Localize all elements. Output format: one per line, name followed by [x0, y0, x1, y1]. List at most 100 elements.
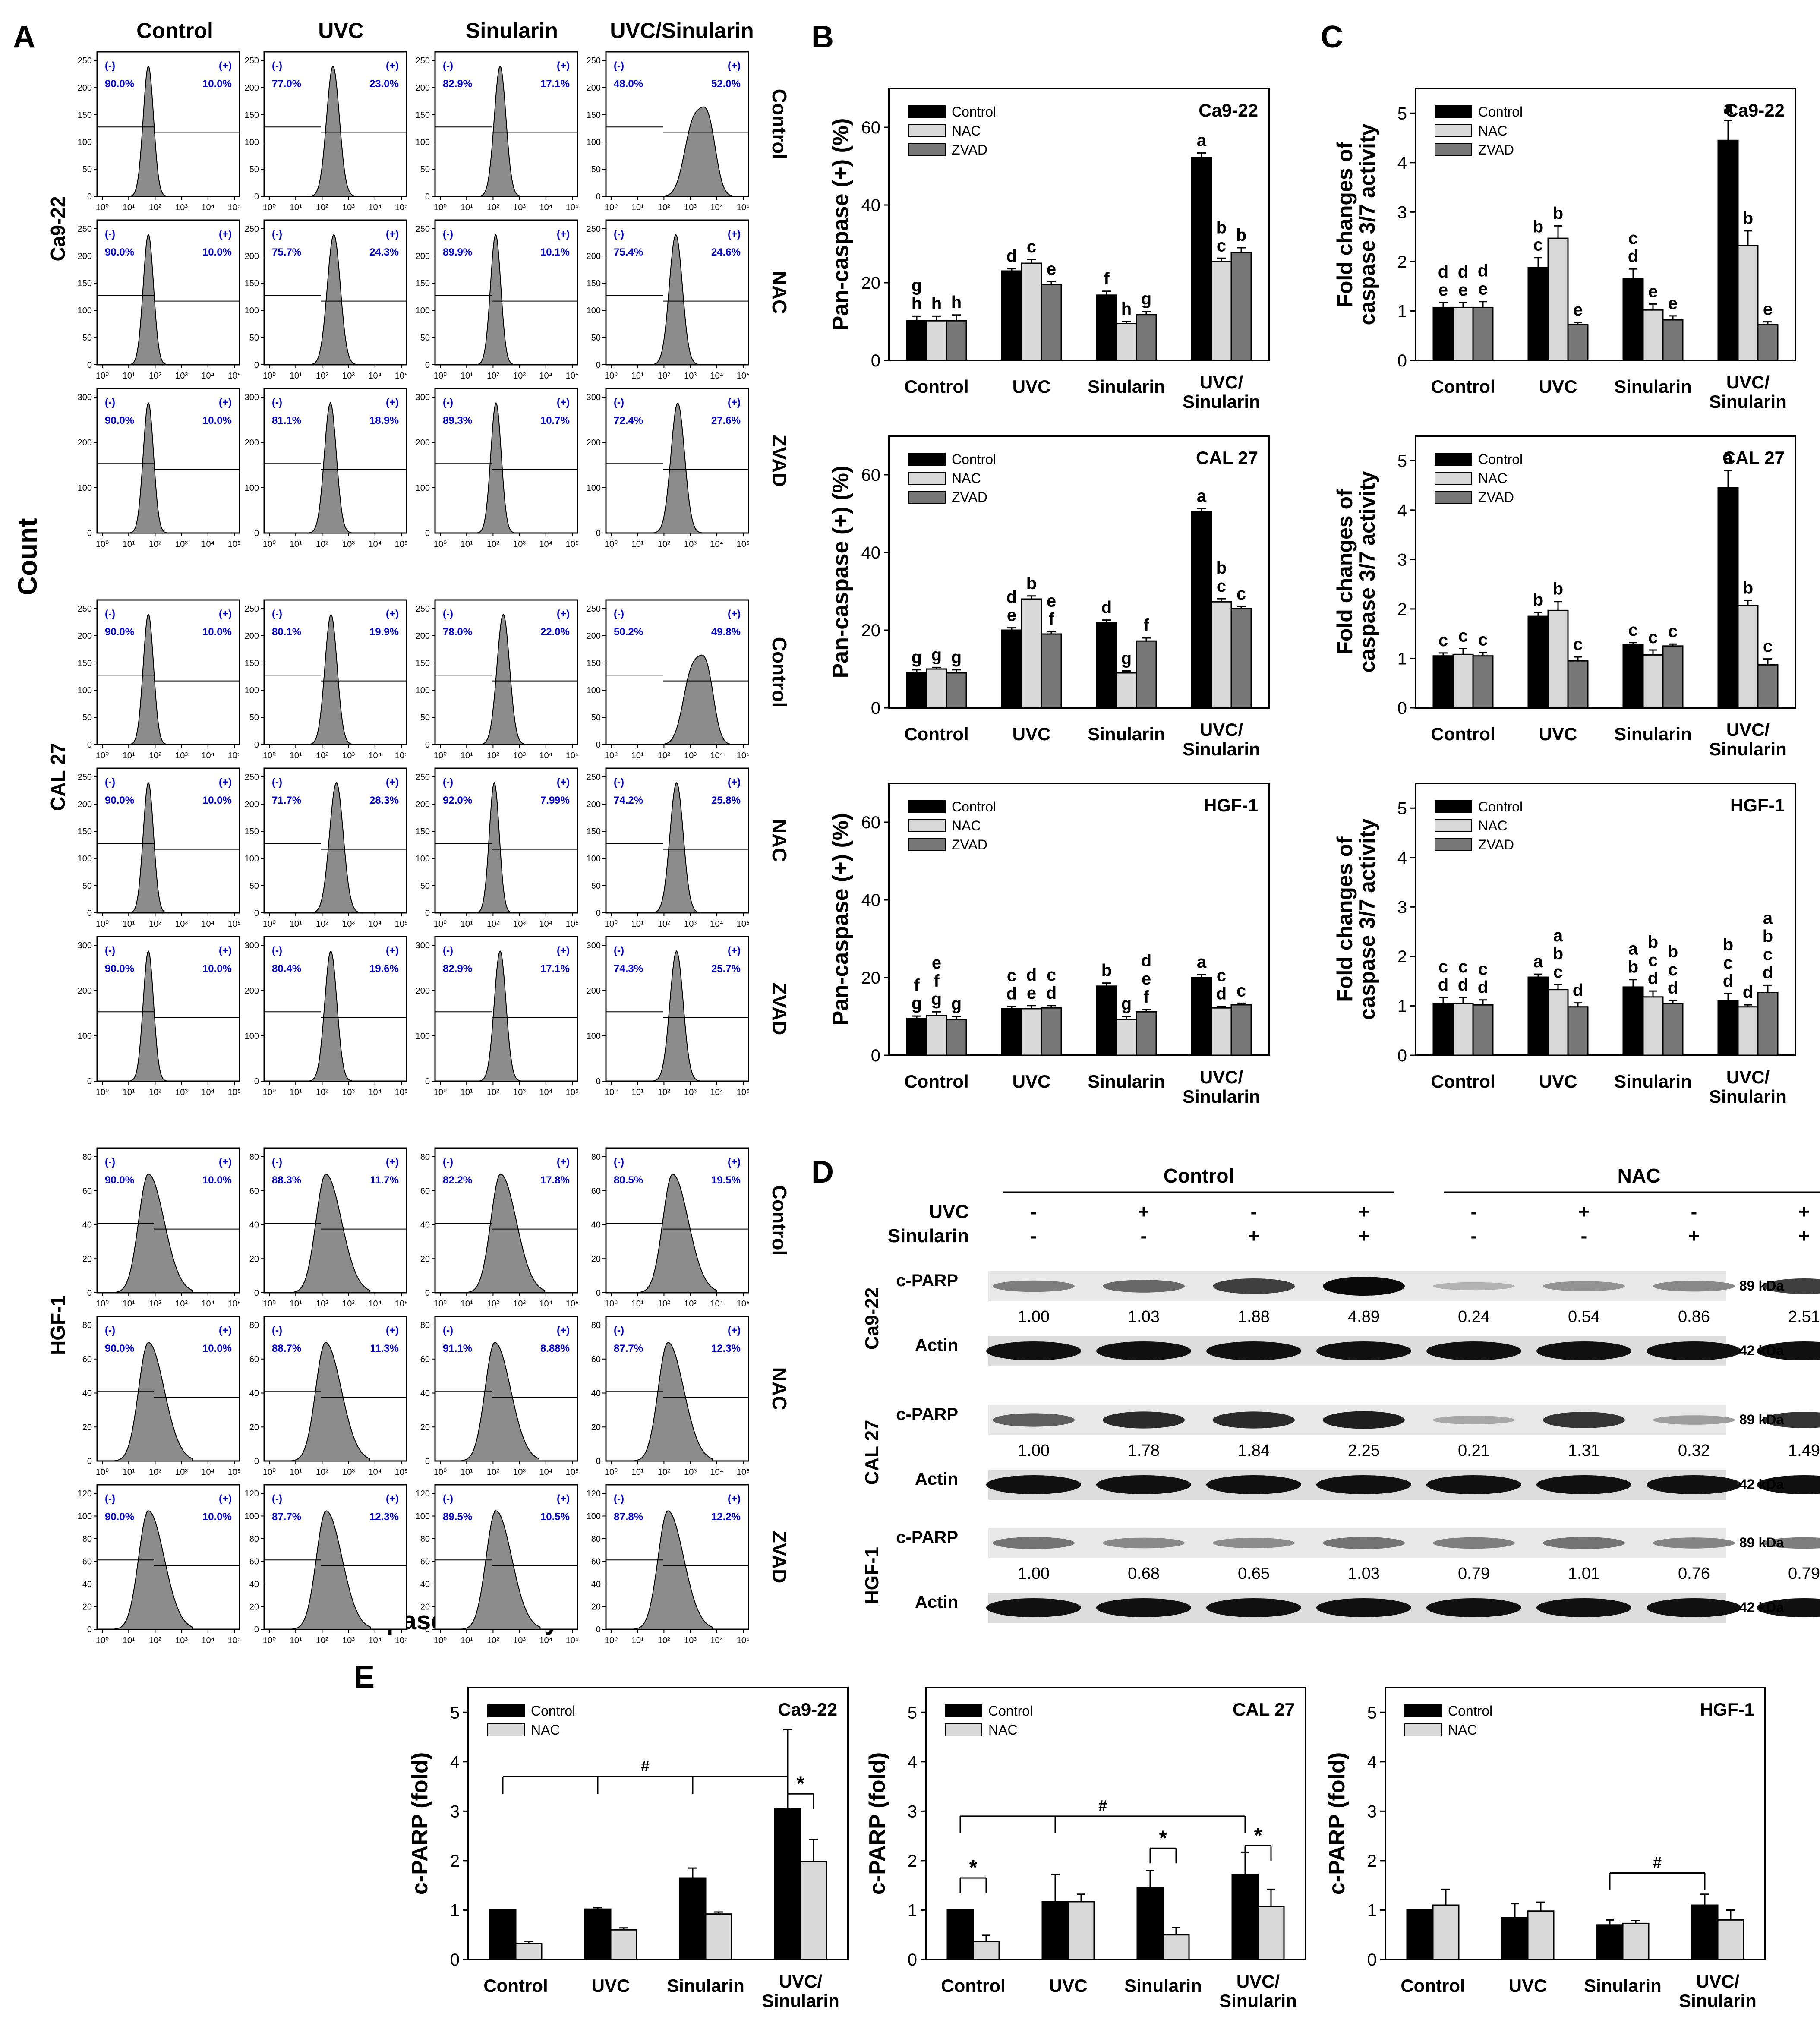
- significance-letter: d: [1763, 963, 1773, 982]
- significance-letter: e: [1763, 300, 1773, 319]
- chart-title: HGF-1: [1204, 795, 1258, 815]
- significance-letter: d: [1478, 978, 1488, 997]
- cparp-band: [1543, 1281, 1625, 1291]
- histogram-plot: 250 200 150 100 50 0 10⁰ 10¹ 10² 10³ 10⁴ 10⁵ (-) (+) 9…: [78, 767, 241, 929]
- actin-band: [1426, 1598, 1521, 1617]
- y-tick-label: 100: [416, 854, 430, 864]
- significance-letter: e: [1458, 281, 1468, 300]
- histogram-curve: [647, 950, 707, 1082]
- bar: [946, 320, 967, 361]
- y-tick-label: 250: [416, 224, 430, 234]
- x-tick-label: 10²: [149, 1088, 161, 1097]
- legend-label: ZVAD: [1478, 489, 1514, 505]
- legend-label: NAC: [1478, 123, 1508, 139]
- band-ratio: 0.54: [1568, 1308, 1600, 1326]
- y-tick-label: 100: [587, 854, 601, 864]
- y-tick-label: 20: [82, 1254, 92, 1264]
- y-tick-label: 0: [425, 740, 430, 750]
- pos-label: (+): [386, 397, 399, 408]
- x-tick-label: 10⁵: [228, 1467, 241, 1477]
- significance-letter: d: [1573, 981, 1583, 1000]
- x-tick-label: 10³: [342, 1088, 355, 1097]
- y-tick-label: 120: [587, 1489, 601, 1499]
- y-tick-label: 200: [416, 986, 430, 996]
- x-tick-label: 10⁵: [566, 203, 579, 212]
- significance-letter: c: [1217, 966, 1226, 985]
- bar: [1230, 252, 1252, 361]
- histogram-curve: [456, 1174, 546, 1293]
- kda-label: 89 kDa: [1739, 1278, 1784, 1294]
- x-tick-label: 10²: [149, 919, 161, 929]
- significance-letter: b: [1236, 226, 1246, 245]
- x-tick-label: 10⁵: [395, 1636, 408, 1645]
- x-tick-label: 10⁴: [539, 751, 552, 760]
- histogram-plot: 250 200 150 100 50 0 10⁰ 10¹ 10² 10³ 10⁴ 10⁵ (-) (+) 7…: [416, 599, 579, 760]
- y-tick-label: 50: [591, 333, 601, 343]
- y-tick-label: 200: [78, 83, 92, 93]
- y-tick-label: 150: [78, 279, 92, 288]
- bar: [679, 1877, 707, 1960]
- x-tick-label: 10²: [316, 1299, 328, 1309]
- x-tick-label: 10⁵: [395, 1299, 408, 1309]
- neg-percent: 87.7%: [272, 1511, 301, 1523]
- y-tick-label: 150: [245, 110, 259, 120]
- x-tick-label: 10⁴: [539, 1299, 552, 1309]
- x-tick-label: 10¹: [631, 1088, 644, 1097]
- bar: [1191, 157, 1212, 361]
- x-tick-label: 10²: [487, 1088, 499, 1097]
- y-tick-label: 50: [249, 881, 259, 891]
- significance-letter: h: [951, 293, 962, 312]
- x-tick-label: 10³: [342, 203, 355, 212]
- x-tick-label: 10⁰: [434, 540, 447, 549]
- legend-label: Control: [1478, 799, 1523, 814]
- y-tick-label: 40: [249, 1580, 259, 1589]
- bar: [906, 1018, 927, 1056]
- bar: [1162, 1934, 1190, 1960]
- bar: [1717, 1919, 1744, 1960]
- row-label: ZVAD: [768, 1531, 791, 1584]
- y-tick-label: 0: [908, 1950, 917, 1969]
- x-tick-label: 10³: [342, 919, 355, 929]
- significance-letter: g: [1141, 290, 1151, 309]
- y-tick-label: 2: [1367, 1852, 1377, 1871]
- histogram-plot: 120 100 80 60 40 20 0 10⁰ 10¹ 10² 10³ 10⁴ 10⁵ (-) (+) 8…: [245, 1484, 408, 1645]
- uvc-sign: -: [1471, 1201, 1477, 1222]
- pos-label: (+): [728, 60, 741, 72]
- pos-label: (+): [386, 1156, 399, 1168]
- band-ratio: 1.31: [1568, 1442, 1600, 1460]
- x-tick-label: 10³: [175, 1299, 188, 1309]
- y-tick-label: 250: [78, 604, 92, 614]
- x-tick-label: 10³: [175, 1467, 188, 1477]
- y-tick-label: 150: [245, 279, 259, 288]
- category-label: UVC/: [1200, 372, 1243, 392]
- bar: [1406, 1909, 1434, 1960]
- y-tick-label: 250: [416, 773, 430, 782]
- pos-label: (+): [219, 1156, 232, 1168]
- category-label: Control: [904, 376, 968, 397]
- bar: [1096, 985, 1117, 1056]
- y-tick-label: 0: [254, 1457, 259, 1466]
- x-tick-label: 10²: [316, 919, 328, 929]
- x-tick-label: 10⁰: [605, 540, 618, 549]
- panel-letter-c: C: [1321, 20, 1343, 54]
- y-tick-label: 250: [78, 56, 92, 66]
- x-tick-label: 10⁰: [96, 203, 109, 212]
- significance-letter: c: [1236, 584, 1246, 603]
- row-label: NAC: [768, 1367, 791, 1411]
- bar: [1041, 633, 1062, 709]
- pos-label: (+): [557, 1325, 570, 1336]
- x-tick-label: 10²: [316, 1467, 328, 1477]
- bar: [1257, 1906, 1285, 1960]
- x-tick-label: 10³: [342, 371, 355, 381]
- y-tick-label: 300: [245, 941, 259, 950]
- y-tick-label: 200: [587, 800, 601, 809]
- blot-block: Ca9-22 c-PARP 1.00 1.03 1.88 4.89 0.24 0.54 0.86…: [861, 1271, 1820, 1366]
- y-tick-label: 0: [871, 351, 880, 370]
- category-label: UVC/: [1200, 1067, 1243, 1087]
- bar: [1116, 1019, 1137, 1056]
- significance-letter: c: [1648, 951, 1658, 970]
- category-label: Control: [904, 724, 968, 744]
- y-tick-label: 2: [1397, 252, 1407, 271]
- bar: [1662, 319, 1684, 361]
- cparp-band: [993, 1280, 1075, 1292]
